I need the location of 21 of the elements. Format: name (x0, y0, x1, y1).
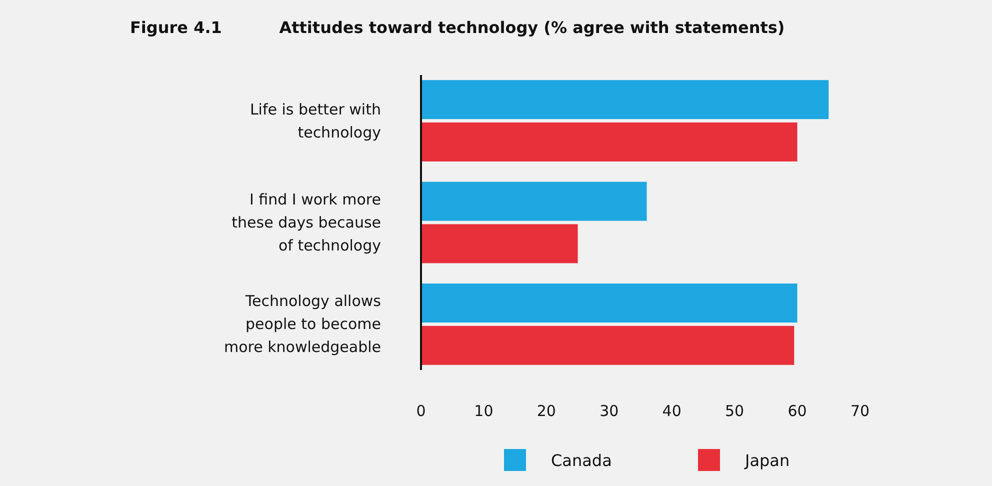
bar (421, 182, 647, 221)
x-tick-label: 20 (536, 402, 556, 420)
x-tick-label: 70 (850, 402, 870, 420)
legend-label: Canada (551, 451, 612, 470)
x-tick-label: 10 (474, 402, 494, 420)
x-tick-label: 30 (600, 402, 619, 420)
x-tick-label: 0 (416, 402, 426, 420)
y-tick-label: I find I work more these days because of technology (232, 190, 382, 254)
bar (421, 80, 829, 120)
bar (421, 224, 578, 264)
bar (421, 284, 798, 323)
bar (421, 122, 798, 162)
chart-title: Attitudes toward technology (% agree with statements) (279, 18, 785, 37)
y-tick-label: Technology allows people to become more knowledgeable (224, 292, 382, 356)
caption: Figure 4.1 (130, 18, 222, 37)
x-tick-label: 40 (662, 402, 682, 420)
legend-label: Japan (744, 451, 790, 470)
y-tick-label: Life is better with technology (250, 100, 382, 142)
bar (421, 326, 794, 365)
x-tick-label: 50 (725, 402, 744, 420)
x-tick-label: 60 (788, 402, 807, 420)
